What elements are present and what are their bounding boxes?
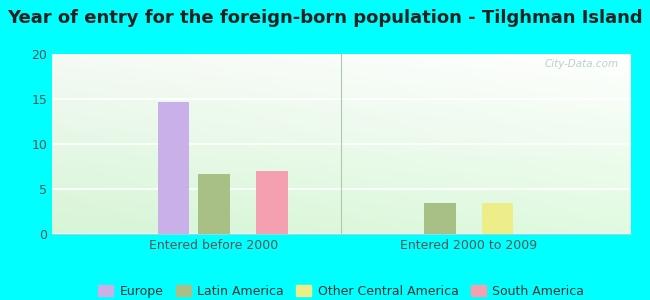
Legend: Europe, Latin America, Other Central America, South America: Europe, Latin America, Other Central Ame… (93, 280, 590, 300)
Text: Year of entry for the foreign-born population - Tilghman Island: Year of entry for the foreign-born popul… (7, 9, 643, 27)
Bar (482, 202, 514, 234)
Bar (424, 202, 456, 234)
Bar (198, 174, 230, 234)
Text: City-Data.com: City-Data.com (545, 59, 619, 69)
Bar (256, 171, 288, 234)
Bar (157, 102, 189, 234)
